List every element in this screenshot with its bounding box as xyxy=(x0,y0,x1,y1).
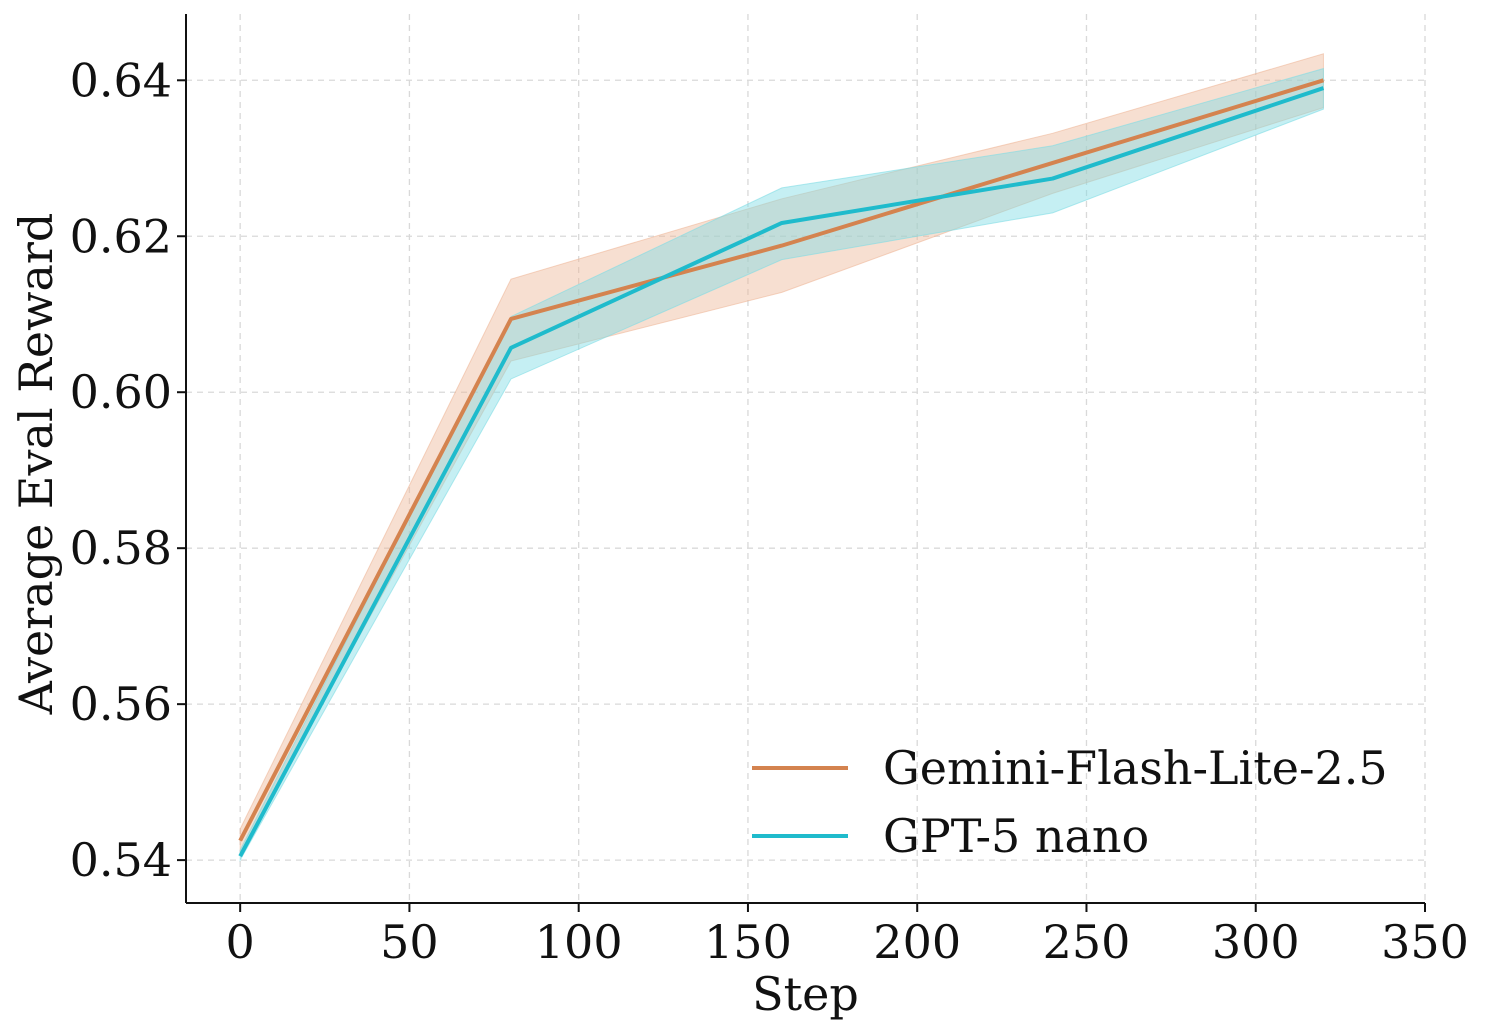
y-tick-label: 0.56 xyxy=(70,677,172,731)
x-tick-label: 100 xyxy=(535,915,623,969)
x-ticks: 0 50 100 150 200 250 300 350 xyxy=(226,903,1469,969)
x-tick-label: 50 xyxy=(380,915,439,969)
axes xyxy=(185,14,1425,904)
y-tick-label: 0.64 xyxy=(70,53,172,107)
confidence-bands xyxy=(239,53,1324,863)
legend-label: Gemini-Flash-Lite-2.5 xyxy=(883,741,1388,795)
x-tick-label: 0 xyxy=(226,915,255,969)
grid xyxy=(186,14,1426,903)
series-line-1 xyxy=(238,86,1325,858)
confidence-band-1 xyxy=(239,67,1324,863)
y-tick-label: 0.58 xyxy=(70,521,172,575)
y-tick-label: 0.62 xyxy=(70,209,172,263)
y-tick-label: 0.54 xyxy=(70,833,172,887)
confidence-band-0 xyxy=(239,53,1324,853)
x-tick-label: 200 xyxy=(873,915,961,969)
series-line-0 xyxy=(238,78,1325,842)
y-axis-title: Average Eval Reward xyxy=(9,213,63,716)
x-tick-label: 150 xyxy=(704,915,792,969)
y-ticks: 0.54 0.56 0.58 0.60 0.62 0.64 xyxy=(70,53,186,887)
y-tick-label: 0.60 xyxy=(70,365,172,419)
x-tick-label: 250 xyxy=(1043,915,1131,969)
x-axis-title: Step xyxy=(752,967,859,1021)
legend: Gemini-Flash-Lite-2.5 GPT-5 nano xyxy=(752,741,1388,863)
series-lines xyxy=(238,78,1325,858)
legend-label: GPT-5 nano xyxy=(883,809,1149,863)
x-tick-label: 300 xyxy=(1212,915,1300,969)
x-tick-label: 350 xyxy=(1381,915,1469,969)
